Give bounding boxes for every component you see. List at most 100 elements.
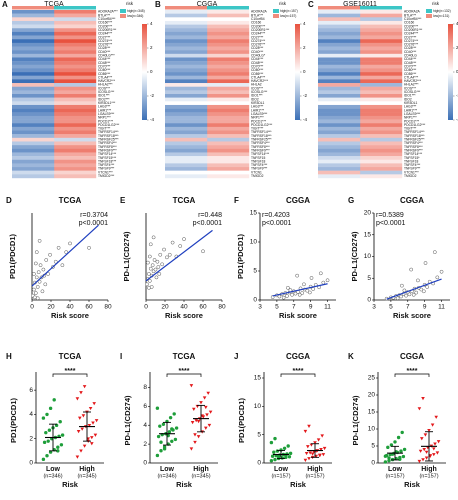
legend-label: high(n=157) [280,9,298,13]
row-label: CD28*** [404,46,417,50]
row-label: CD70*** [404,64,417,68]
heat-cell [165,112,208,117]
annotation: p<0.0001 [262,220,291,227]
x-tick-label: 60 [85,304,93,311]
significance: **** [407,368,418,375]
point [189,384,194,388]
annotation-bar [318,6,360,10]
row-label: CD200R1*** [251,28,270,32]
heat-cell [54,13,97,18]
point [313,441,317,445]
point [173,437,178,442]
row-label: CD40*** [98,50,111,54]
heat-cell [318,24,361,29]
row-label: CD160*** [98,21,113,25]
point [297,292,302,297]
row-label: CTLA4*** [251,75,266,79]
row-label: LAIR1*** [251,108,265,112]
point [201,249,205,254]
point [80,427,84,431]
x-axis-label: Risk [176,480,193,489]
point [60,263,65,268]
heat-cell [360,31,403,36]
y-tick-label: 0 [371,460,375,467]
row-label: TMIGD2 [251,174,264,178]
row-label: HHLA2 [251,83,262,87]
point [303,458,308,462]
point [76,430,81,434]
heat-cell [165,24,208,29]
point [305,288,310,293]
colorbar-label: -4 [456,117,458,122]
heat-cell [12,115,55,120]
row-label: CD48*** [404,61,417,65]
heat-cell [165,46,208,51]
heat-cell [207,61,250,65]
legend-swatch [426,9,432,13]
heat-cell [318,17,361,22]
y-tick-label: 25 [368,375,376,382]
row-label: TNFSF9*** [251,167,268,171]
row-label: CD274*** [404,39,419,43]
y-axis-label: PD-L1(CD274) [122,231,131,282]
point [435,275,440,280]
point [322,446,327,451]
heat-cell [318,57,361,62]
heat-cell [207,145,250,149]
heat-cell [165,68,208,73]
row-label: CD44*** [251,57,264,61]
point [389,443,394,447]
point [321,453,326,457]
heat-cell [318,134,361,139]
panel-letter: E [120,196,126,205]
panel-title: CGGA [400,352,424,361]
y-tick-label: 15 [254,375,262,382]
x-tick-label: 7 [292,304,296,311]
legend-label: low(n=157) [280,14,296,18]
point [90,436,94,440]
annotation: r=0.3704 [80,212,108,219]
heat-cell [207,130,250,135]
heat-cell [207,112,250,117]
row-label: IDO2*** [98,97,110,101]
heat-cell [12,170,55,175]
point [383,454,388,458]
row-label: CD40LG* [251,54,266,58]
heat-cell [360,64,403,69]
y-tick-label: 15 [364,231,372,238]
point [82,444,87,448]
point [165,255,169,260]
row-label: VTCN1*** [404,170,419,174]
point [316,438,321,442]
row-label: CD200*** [404,24,419,28]
legend-label: high(n=345) [127,9,145,13]
heat-cell [165,141,208,146]
row-label: NRP1*** [404,116,417,120]
heat-cell [207,39,250,44]
point [150,263,155,268]
point [90,442,94,446]
heat-cell [318,101,361,106]
heat-cell [54,141,97,146]
point [178,244,183,248]
heat-cell [12,159,55,164]
point [81,414,86,418]
point [45,454,49,458]
row-label: TNFSF9*** [98,167,115,171]
heat-cell [12,174,55,179]
point [158,252,163,257]
row-label: C10orf54 [251,17,265,21]
heat-cell [207,159,250,164]
heat-cell [318,64,361,69]
heat-cell [207,97,250,102]
row-label: CD80*** [404,68,417,72]
row-label: TNFSF4*** [98,163,115,167]
heat-cell [165,79,208,84]
point [208,410,213,414]
heat-cell [165,31,208,36]
row-label: LGALS9*** [98,112,115,116]
heat-cell [165,159,208,164]
row-label: KIR3DL1 [251,101,265,105]
heat-cell [54,123,97,128]
heat-cell [360,145,403,149]
